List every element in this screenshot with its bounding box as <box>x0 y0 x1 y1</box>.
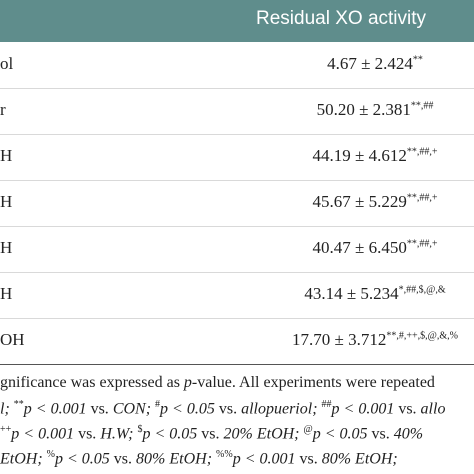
footnote-italic: p < 0.05 <box>55 450 110 468</box>
row-label: ol <box>0 54 14 73</box>
row-label: H <box>0 238 13 257</box>
footnote-text: vs. <box>86 400 113 418</box>
footnote-sup: ++ <box>0 424 12 435</box>
significance: **,#,++,$,@,&,% <box>386 330 458 342</box>
footnote-italic: p < 0.001 <box>11 425 75 443</box>
value-text: 45.67 ± 5.229 <box>312 192 407 211</box>
footnote-text: vs. <box>197 425 224 443</box>
row-value: 45.67 ± 5.229**,##,+ <box>240 192 474 212</box>
row-label: r <box>0 100 6 119</box>
footnote-italic: p <box>183 374 192 391</box>
significance: **,##,+ <box>406 192 438 204</box>
row-value: 4.67 ± 2.424** <box>240 54 474 74</box>
table-header: Residual XO activity <box>0 0 474 42</box>
footnote-italic: p < 0.05 <box>160 400 215 418</box>
footnote-line: gnificance was expressed as p-value. All… <box>0 374 474 392</box>
row-value: 50.20 ± 2.381**,## <box>240 100 474 120</box>
footnote-italic: 80% EtOH; <box>321 450 398 468</box>
footnote-line: EtOH; %p < 0.05 vs. 80% EtOH; %%p < 0.00… <box>0 449 474 468</box>
footnote-line: ++p < 0.001 vs. H.W; $p < 0.05 vs. 20% E… <box>0 424 474 443</box>
header-title: Residual XO activity <box>256 8 427 29</box>
table-row: H 45.67 ± 5.229**,##,+ <box>0 180 474 227</box>
value-text: 50.20 ± 2.381 <box>316 100 411 119</box>
footnote-text: vs. <box>109 450 137 468</box>
footnote-italic: p < 0.001 <box>331 400 395 418</box>
footnote-italic: H.W; <box>100 425 138 443</box>
value-text: 40.47 ± 6.450 <box>312 238 407 257</box>
significance: **,## <box>410 100 434 112</box>
significance: **,##,+ <box>406 146 438 158</box>
table-row: H 44.19 ± 4.612**,##,+ <box>0 134 474 181</box>
footnote-italic: p < 0.001 <box>23 400 87 418</box>
footnote-italic: l; <box>0 400 14 418</box>
significance: *,##,$,@,& <box>398 284 446 296</box>
footnote-italic: 40% <box>393 425 424 443</box>
footnote-italic: 20% EtOH; <box>223 425 304 443</box>
table-rule <box>0 364 474 365</box>
row-value: 43.14 ± 5.234*,##,$,@,& <box>240 284 474 304</box>
footnote-italic: 80% EtOH; <box>136 450 217 468</box>
value-text: 44.19 ± 4.612 <box>312 146 407 165</box>
footnote-text: vs. <box>74 425 101 443</box>
footnote-text: gnificance was expressed as <box>0 374 184 391</box>
row-label: H <box>0 192 13 211</box>
footnote-sup: %% <box>216 449 233 460</box>
row-label: H <box>0 284 13 303</box>
footnote-text: vs. <box>214 400 242 418</box>
footnote-text: vs. <box>394 400 421 418</box>
footnote-italic: p < 0.05 <box>142 425 198 443</box>
significance: **,##,+ <box>406 238 438 250</box>
value-text: 4.67 ± 2.424 <box>327 54 413 73</box>
footnote-line: l; **p < 0.001 vs. CON; #p < 0.05 vs. al… <box>0 399 474 418</box>
footnote-sup: # <box>155 399 161 410</box>
table-row: H 43.14 ± 5.234*,##,$,@,& <box>0 272 474 319</box>
footnote-italic: p < 0.05 <box>312 425 368 443</box>
footnote-italic: allopueriol; <box>241 400 322 418</box>
row-label: H <box>0 146 13 165</box>
table-row: H 40.47 ± 6.450**,##,+ <box>0 226 474 273</box>
row-label: OH <box>0 330 25 349</box>
footnote-sup: % <box>46 449 55 460</box>
footnote-text: vs. <box>367 425 394 443</box>
footnote-text: -value. All experiments were repeated <box>191 374 435 391</box>
footnote-sup: @ <box>303 424 313 435</box>
footnote-italic: CON; <box>112 400 156 418</box>
footnote-sup: ** <box>13 399 24 410</box>
table-row: ol 4.67 ± 2.424** <box>0 42 474 89</box>
footnote-italic: p < 0.001 <box>232 450 296 468</box>
value-text: 17.70 ± 3.712 <box>292 330 387 349</box>
row-value: 40.47 ± 6.450**,##,+ <box>240 238 474 258</box>
footnote-text: vs. <box>295 450 322 468</box>
footnote-sup: $ <box>137 424 143 435</box>
footnote-italic: allo <box>420 400 446 418</box>
significance: ** <box>412 54 423 66</box>
table-row: OH 17.70 ± 3.712**,#,++,$,@,&,% <box>0 318 474 365</box>
footnote-sup: ## <box>321 399 332 410</box>
footnote-italic: EtOH; <box>0 450 47 468</box>
value-text: 43.14 ± 5.234 <box>304 284 399 303</box>
row-value: 44.19 ± 4.612**,##,+ <box>240 146 474 166</box>
row-value: 17.70 ± 3.712**,#,++,$,@,&,% <box>240 330 474 350</box>
table-row: r 50.20 ± 2.381**,## <box>0 88 474 135</box>
